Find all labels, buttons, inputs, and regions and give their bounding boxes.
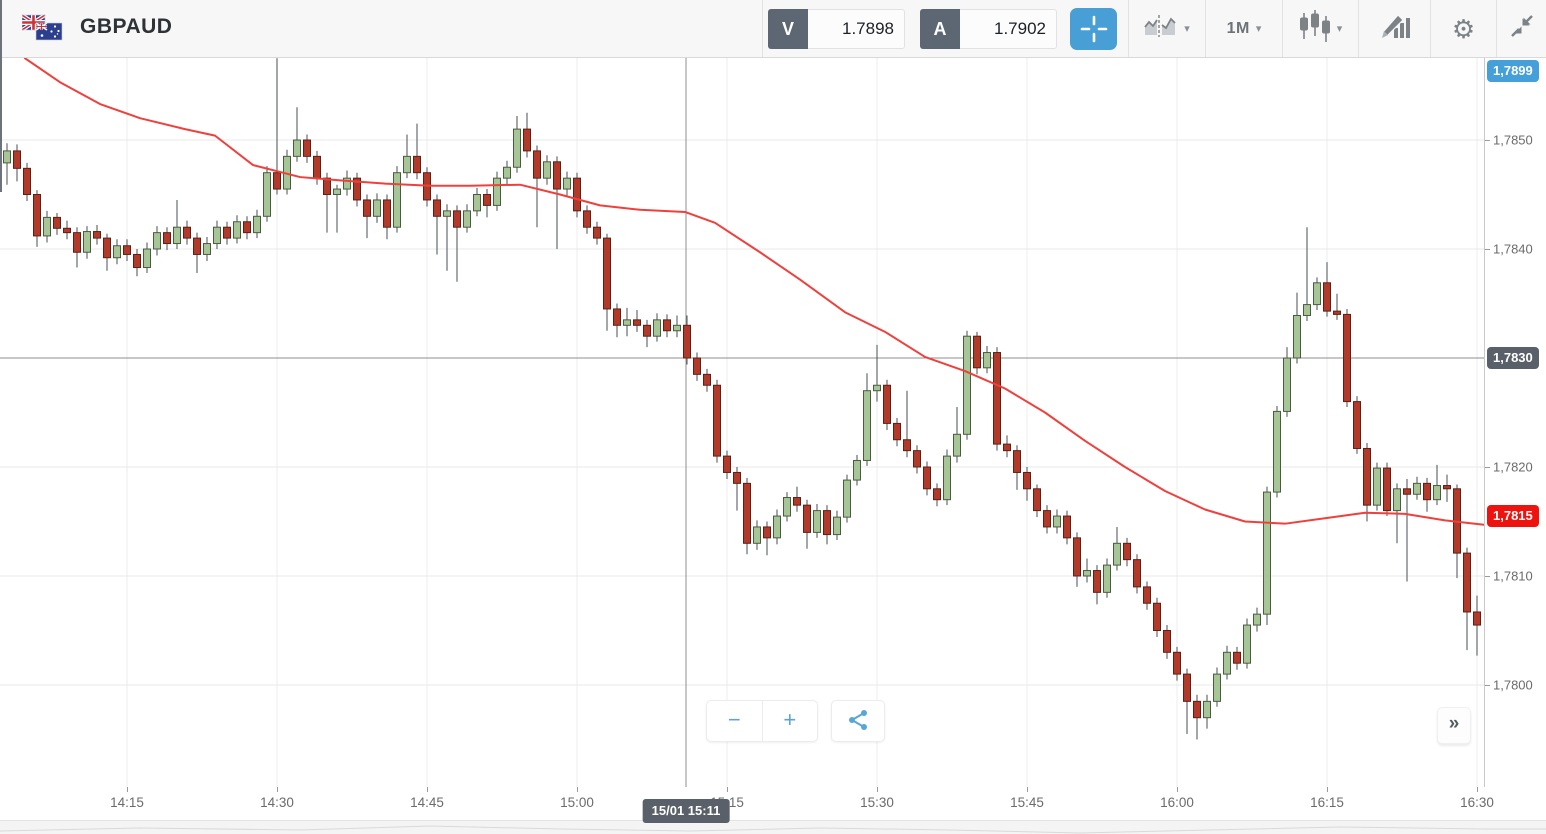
australia-flag-icon bbox=[35, 22, 63, 41]
interval-dropdown[interactable]: 1M ▾ bbox=[1206, 0, 1282, 57]
time-tick bbox=[1027, 787, 1028, 792]
buy-quote-button[interactable]: A 1.7902 bbox=[920, 9, 1057, 49]
collapse-icon bbox=[1509, 13, 1535, 44]
divider bbox=[1205, 0, 1206, 57]
crosshair-time-tooltip: 15/01 15:11 bbox=[642, 799, 730, 823]
price-tick bbox=[1485, 576, 1490, 577]
panel-edge bbox=[0, 0, 2, 192]
chart-navigator[interactable] bbox=[0, 820, 1546, 834]
zoom-controls: − + bbox=[706, 700, 818, 742]
buy-price: 1.7902 bbox=[960, 9, 1057, 49]
price-label: 1,7820 bbox=[1493, 459, 1533, 475]
time-label: 15:00 bbox=[560, 795, 594, 810]
time-tick bbox=[877, 787, 878, 792]
settings-button[interactable]: ⚙ bbox=[1431, 0, 1496, 57]
zoom-in-button[interactable]: + bbox=[763, 701, 818, 741]
draw-pencil-icon bbox=[1380, 12, 1410, 45]
time-tick bbox=[1477, 787, 1478, 792]
chart-compare-dropdown[interactable]: ▾ bbox=[1129, 0, 1205, 57]
time-axis[interactable]: 14:1514:3014:4515:0015:1515:3015:4516:00… bbox=[0, 787, 1496, 820]
price-tick bbox=[1485, 140, 1490, 141]
time-tick bbox=[577, 787, 578, 792]
sell-price: 1.7898 bbox=[808, 9, 905, 49]
time-tick bbox=[277, 787, 278, 792]
divider bbox=[762, 0, 763, 57]
time-tick bbox=[1327, 787, 1328, 792]
price-tick bbox=[1485, 249, 1490, 250]
gear-icon: ⚙ bbox=[1451, 13, 1476, 44]
last-price-badge: 1,7815 bbox=[1487, 505, 1539, 528]
price-tick bbox=[1485, 467, 1490, 468]
candlestick-chart[interactable] bbox=[0, 58, 1484, 787]
time-tick bbox=[127, 787, 128, 792]
crosshair-icon bbox=[1070, 14, 1117, 44]
share-icon bbox=[847, 709, 869, 734]
sell-label: V bbox=[768, 9, 808, 49]
chevron-down-icon: ▾ bbox=[1255, 23, 1262, 35]
divider bbox=[1496, 0, 1497, 57]
time-tick bbox=[1177, 787, 1178, 792]
instrument-topbar: GBPAUD V 1.7898 A 1.7902 bbox=[0, 0, 1546, 58]
draw-tools-button[interactable] bbox=[1359, 0, 1430, 57]
price-label: 1,7850 bbox=[1493, 132, 1533, 148]
time-label: 16:30 bbox=[1460, 795, 1494, 810]
divider bbox=[1282, 0, 1283, 57]
scroll-to-latest-button[interactable]: » bbox=[1437, 707, 1471, 744]
share-button[interactable] bbox=[831, 700, 885, 742]
price-tick bbox=[1485, 685, 1490, 686]
chart-type-dropdown[interactable]: ▾ bbox=[1283, 0, 1358, 57]
buy-label: A bbox=[920, 9, 960, 49]
compare-charts-icon bbox=[1144, 13, 1178, 44]
price-label: 1,7840 bbox=[1493, 241, 1533, 257]
crosshair-tool-button[interactable] bbox=[1070, 8, 1117, 50]
bid-price-badge: 1,7899 bbox=[1487, 60, 1539, 82]
price-axis[interactable]: 1,7850 1,7840 1,7820 1,7810 1,7800 1,7899 1,78… bbox=[1484, 58, 1546, 820]
time-tick bbox=[427, 787, 428, 792]
sell-quote-button[interactable]: V 1.7898 bbox=[768, 9, 905, 49]
zoom-out-button[interactable]: − bbox=[707, 701, 763, 741]
chart-area[interactable]: 1,7850 1,7840 1,7820 1,7810 1,7800 1,7899 1,78… bbox=[0, 58, 1546, 834]
time-label: 15:45 bbox=[1010, 795, 1044, 810]
divider bbox=[1430, 0, 1431, 57]
time-label: 16:15 bbox=[1310, 795, 1344, 810]
price-label: 1,7810 bbox=[1493, 568, 1533, 584]
interval-label: 1M bbox=[1226, 19, 1250, 37]
chevron-down-icon: ▾ bbox=[1184, 23, 1190, 35]
divider bbox=[1358, 0, 1359, 57]
time-label: 14:15 bbox=[110, 795, 144, 810]
candlestick-icon bbox=[1299, 9, 1331, 48]
gbpaud-flags-icon bbox=[20, 13, 74, 45]
time-tick bbox=[727, 787, 728, 792]
time-label: 14:30 bbox=[260, 795, 294, 810]
time-label: 14:45 bbox=[410, 795, 444, 810]
chevron-down-icon: ▾ bbox=[1336, 23, 1343, 35]
page-title: GBPAUD bbox=[80, 15, 173, 38]
price-label: 1,7800 bbox=[1493, 677, 1533, 693]
crosshair-price-badge: 1,7830 bbox=[1487, 347, 1539, 369]
time-label: 15:30 bbox=[860, 795, 894, 810]
time-label: 16:00 bbox=[1160, 795, 1194, 810]
collapse-chart-button[interactable] bbox=[1497, 0, 1546, 57]
divider bbox=[1128, 0, 1129, 57]
